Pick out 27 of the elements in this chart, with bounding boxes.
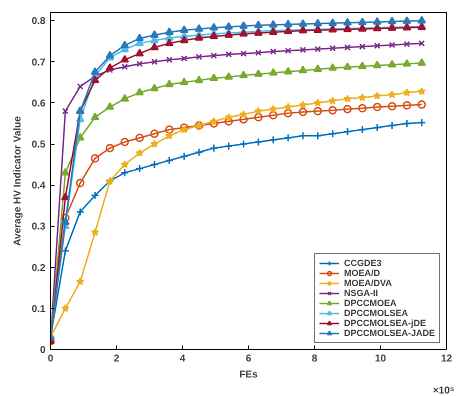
legend-label: DPCCMOLSEA xyxy=(344,308,408,318)
legend-label: NSGA-II xyxy=(344,288,378,298)
legend-label: DPCCMOLSEA-JADE xyxy=(344,328,435,338)
legend-label: CCGDE3 xyxy=(344,258,382,268)
x-tick-label: 2 xyxy=(114,354,120,364)
y-tick-label: 0.2 xyxy=(32,262,46,274)
legend-label: DPCCMOEA xyxy=(344,298,396,308)
y-axis-title: Average HV Indicator Value xyxy=(12,116,24,246)
x-tick-label: 6 xyxy=(246,354,252,364)
y-tick-label: 0.6 xyxy=(32,98,46,110)
x-tick-label: 10 xyxy=(374,354,386,364)
x-tick-label: 12 xyxy=(440,354,452,364)
y-tick-label: 0.5 xyxy=(32,140,46,151)
y-tick-label: 0.3 xyxy=(32,222,46,233)
y-tick-label: 0.8 xyxy=(32,16,46,28)
legend-label: MOEA/D xyxy=(344,268,380,278)
text: ×10⁵ xyxy=(432,386,455,396)
y-tick-label: 0.4 xyxy=(32,180,46,192)
legend-label: MOEA/DVA xyxy=(344,278,392,288)
y-tick-label: 0.1 xyxy=(32,304,46,315)
x-tick-label: 4 xyxy=(180,354,186,364)
y-tick-label: 0.7 xyxy=(32,57,46,68)
x-tick-label: 8 xyxy=(312,354,318,364)
x-tick-label: 0 xyxy=(48,354,54,364)
x-axis-title: FEs xyxy=(239,370,258,380)
legend-label: DPCCMOLSEA-jDE xyxy=(344,318,426,328)
y-tick-label: 0 xyxy=(40,345,46,356)
